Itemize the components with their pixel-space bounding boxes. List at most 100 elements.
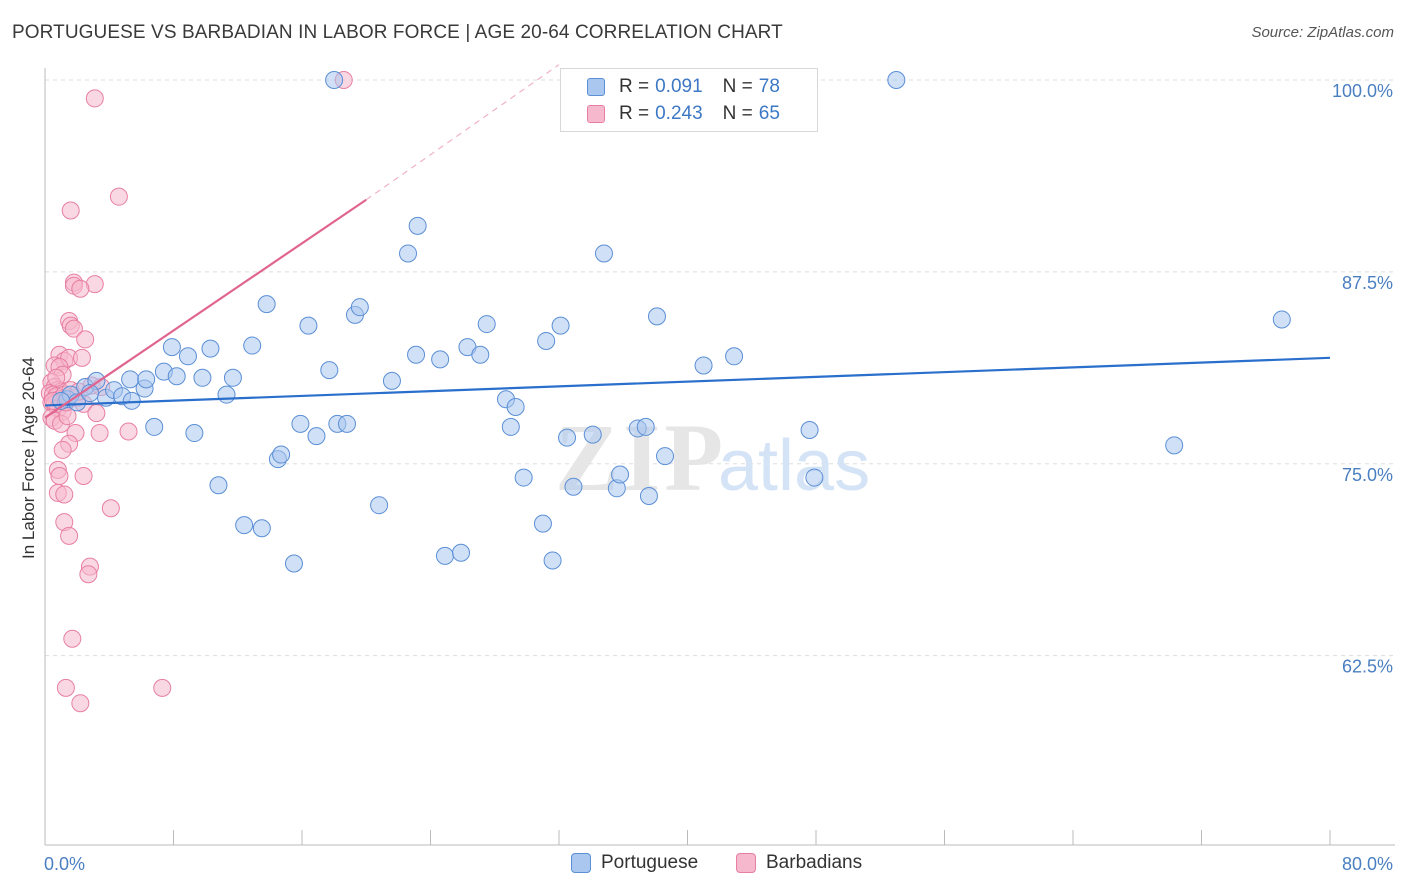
portuguese-point (471, 345, 490, 364)
portuguese-point (583, 425, 602, 444)
portuguese-point (137, 370, 156, 389)
legend-r-value: 0.243 (655, 103, 703, 124)
grid-lines (45, 79, 1395, 657)
portuguese-point (543, 551, 562, 570)
barbadians-point (56, 678, 75, 697)
barbadians-point (87, 404, 106, 423)
portuguese-point (636, 417, 655, 436)
barbadians-point (72, 348, 91, 367)
portuguese-point (1272, 310, 1291, 329)
portuguese-point (370, 496, 389, 515)
portuguese-point (121, 370, 140, 389)
portuguese-point (252, 519, 271, 538)
portuguese-point (382, 371, 401, 390)
barbadians-trend-line (44, 198, 367, 419)
barbadians-point (101, 499, 120, 518)
portuguese-point (299, 316, 318, 335)
barbadians-point (55, 485, 74, 504)
portuguese-point (564, 477, 583, 496)
portuguese-point (477, 315, 496, 334)
legend-r-label: R = (619, 76, 650, 97)
barbadians-point (61, 201, 80, 220)
legend-swatch-blue (587, 78, 605, 96)
barbadians-point (60, 526, 79, 545)
tick-labels: 100.0% 87.5% 75.0% 62.5% 0.0% 80.0% (44, 81, 1393, 874)
legend-r-value: 0.091 (655, 76, 703, 97)
barbadians-point (90, 424, 109, 443)
portuguese-point (725, 347, 744, 366)
portuguese-point (201, 339, 220, 358)
legend-swatch-pink (587, 105, 605, 123)
portuguese-point (167, 367, 186, 386)
portuguese-point (647, 307, 666, 326)
portuguese-point (1165, 436, 1184, 455)
portuguese-point (501, 417, 520, 436)
portuguese-point (223, 368, 242, 387)
portuguese-point (656, 447, 675, 466)
portuguese-point (122, 391, 141, 410)
barbadians-point (76, 330, 95, 349)
legend-item-portuguese[interactable]: Portuguese (571, 852, 698, 874)
barbadians-point (74, 467, 93, 486)
portuguese-point (611, 465, 630, 484)
y-tick-label: 87.5% (1342, 273, 1393, 293)
chart-title: PORTUGUESE VS BARBADIAN IN LABOR FORCE |… (12, 22, 783, 43)
barbadians-point (71, 694, 90, 713)
portuguese-point (209, 476, 228, 495)
watermark-atlas: atlas (718, 426, 870, 506)
y-tick-label: 75.0% (1342, 465, 1393, 485)
portuguese-point (514, 468, 533, 487)
legend-row-barbadians: R = 0.243 N = 65 (587, 101, 780, 127)
legend-n-label: N = (722, 76, 753, 97)
portuguese-point (800, 420, 819, 439)
portuguese-point (639, 486, 658, 505)
barbadians-point (71, 279, 90, 298)
legend-n-value: 78 (758, 76, 780, 97)
legend-label-barbadians: Barbadians (766, 852, 863, 873)
legend-item-barbadians[interactable]: Barbadians (736, 852, 862, 874)
barbadians-point (47, 368, 66, 387)
barbadians-point (79, 565, 98, 584)
portuguese-point (320, 361, 339, 380)
portuguese-point (291, 414, 310, 433)
portuguese-point (350, 298, 369, 317)
portuguese-point (399, 244, 418, 263)
portuguese-point (407, 345, 426, 364)
portuguese-point (533, 514, 552, 533)
portuguese-point (506, 397, 525, 416)
portuguese-point (551, 316, 570, 335)
portuguese-point (325, 71, 344, 89)
trend-lines (44, 64, 1331, 419)
portuguese-point (217, 385, 236, 404)
portuguese-point (805, 468, 824, 487)
portuguese-point (558, 428, 577, 447)
portuguese-points (52, 71, 1291, 573)
legend-label-portuguese: Portuguese (601, 852, 699, 873)
legend-n-value: 65 (758, 103, 780, 124)
portuguese-point (193, 368, 212, 387)
portuguese-point (431, 350, 450, 369)
legend-row-portuguese: R = 0.091 N = 78 (587, 74, 780, 100)
barbadians-point (50, 467, 69, 486)
barbadians-point (119, 422, 138, 441)
barbadians-point (109, 187, 128, 206)
y-tick-label: 62.5% (1342, 657, 1393, 677)
legend-r-label: R = (619, 103, 650, 124)
barbadians-point (85, 89, 104, 108)
portuguese-trend-line (44, 356, 1331, 407)
portuguese-point (235, 516, 254, 535)
swatch-portuguese (571, 853, 591, 873)
barbadians-point (64, 319, 83, 338)
portuguese-point (887, 71, 906, 89)
y-axis-title: In Labor Force | Age 20-64 (19, 357, 38, 559)
axes (44, 68, 1395, 846)
portuguese-point (694, 356, 713, 375)
portuguese-point (307, 427, 326, 446)
portuguese-point (337, 414, 356, 433)
barbadians-point (53, 440, 72, 459)
portuguese-point (408, 216, 427, 235)
source-label: Source: ZipAtlas.com (1251, 24, 1394, 41)
barbadians-point (153, 678, 172, 697)
portuguese-point (178, 347, 197, 366)
